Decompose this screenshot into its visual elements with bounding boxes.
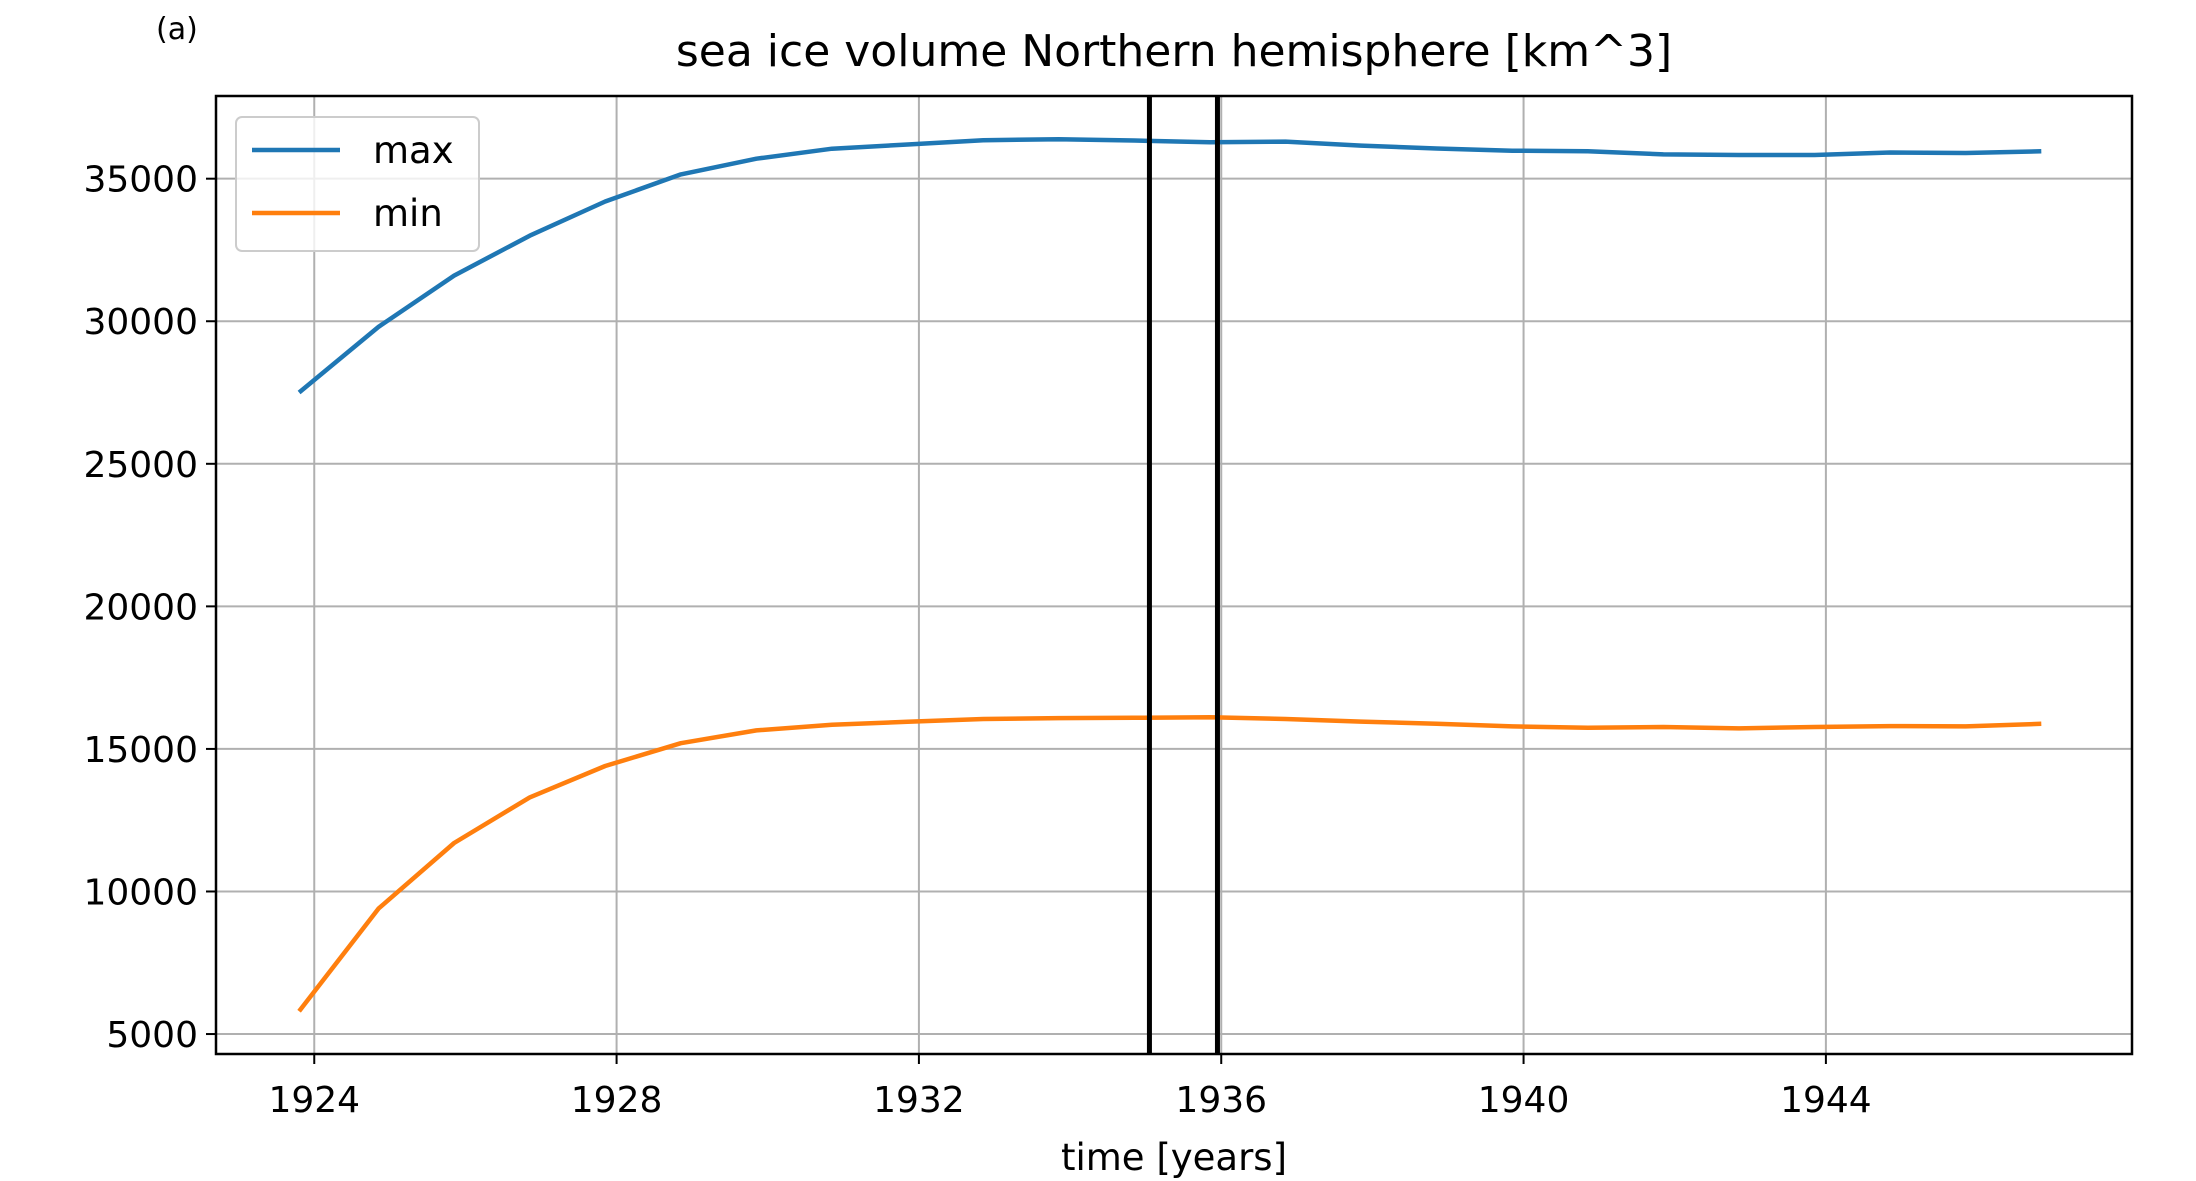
y-tick-label: 5000 xyxy=(106,1015,198,1056)
panel-label: (a) xyxy=(156,12,198,47)
x-tick-label: 1944 xyxy=(1780,1080,1872,1121)
y-tick-label: 35000 xyxy=(83,160,198,201)
x-tick-label: 1940 xyxy=(1478,1080,1570,1121)
x-tick-label: 1928 xyxy=(571,1080,663,1121)
y-tick-label: 20000 xyxy=(83,587,198,628)
y-tick-label: 30000 xyxy=(83,302,198,343)
y-tick-label: 15000 xyxy=(83,730,198,771)
legend-label: min xyxy=(373,192,443,235)
x-axis-label: time [years] xyxy=(1061,1136,1287,1179)
plot-area-frame xyxy=(214,94,2134,1056)
series-line-min xyxy=(297,715,2042,1013)
x-tick-label: 1932 xyxy=(873,1080,965,1121)
x-tick-label: 1924 xyxy=(268,1080,360,1121)
y-tick-label: 25000 xyxy=(83,445,198,486)
series-line-max xyxy=(297,137,2042,395)
legend-label: max xyxy=(373,129,454,172)
chart-title: sea ice volume Northern hemisphere [km^3… xyxy=(676,26,1672,77)
x-tick-label: 1936 xyxy=(1175,1080,1267,1121)
y-tick-label: 10000 xyxy=(83,872,198,913)
